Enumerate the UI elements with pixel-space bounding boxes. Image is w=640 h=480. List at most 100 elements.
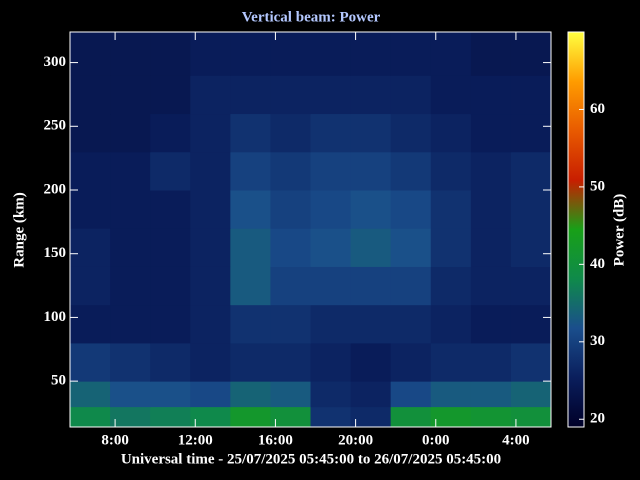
heatmap-cell — [510, 342, 552, 382]
chart-title: Vertical beam: Power — [242, 9, 381, 25]
heatmap-cell — [430, 228, 472, 267]
heatmap-cell — [470, 113, 512, 153]
heatmap-cell — [190, 151, 231, 191]
heatmap-cell — [390, 75, 432, 115]
heatmap-cell — [270, 190, 311, 229]
y-tick-label: 100 — [44, 309, 67, 325]
y-tick-label: 150 — [44, 245, 67, 261]
heatmap-cell — [310, 32, 352, 76]
heatmap-cell — [470, 228, 512, 267]
plot-frame — [69, 31, 552, 428]
x-axis-label: Universal time - 25/07/2025 05:45:00 to … — [121, 451, 501, 467]
heatmap-cell — [470, 151, 512, 191]
heatmap-cell — [150, 266, 191, 306]
y-tick-label: 200 — [44, 181, 67, 197]
heatmap-cell — [110, 381, 151, 408]
heatmap-cell — [230, 304, 271, 344]
heatmap-cell — [390, 32, 432, 76]
colorbar-tick-label: 30 — [590, 333, 605, 349]
heatmap-cell — [310, 304, 352, 344]
heatmap-cell — [70, 266, 111, 306]
heatmap-cell — [270, 228, 311, 267]
heatmap-cell — [230, 228, 271, 267]
heatmap-cell — [510, 266, 552, 306]
heatmap-cell — [510, 113, 552, 153]
heatmap-cell — [510, 304, 552, 344]
heatmap-cell — [510, 151, 552, 191]
heatmap-cell — [70, 342, 111, 382]
heatmap-cell — [270, 266, 311, 306]
heatmap-cell — [310, 381, 352, 408]
heatmap-cell — [470, 190, 512, 229]
heatmap-cell — [110, 151, 151, 191]
heatmap-cell — [310, 406, 352, 428]
heatmap-cell — [110, 32, 151, 76]
heatmap-cell — [190, 304, 231, 344]
x-tick-label: 20:00 — [338, 432, 373, 448]
heatmap-cell — [390, 228, 432, 267]
heatmap-cell — [110, 113, 151, 153]
heatmap-cell — [430, 190, 472, 229]
x-tick-label: 4:00 — [502, 432, 530, 448]
heatmap-cell — [70, 32, 111, 76]
heatmap-cell — [270, 304, 311, 344]
heatmap-cell — [430, 75, 472, 115]
heatmap-cell — [430, 381, 472, 408]
heatmap-cell — [150, 151, 191, 191]
heatmap-cell — [430, 32, 472, 76]
heatmap-cell — [350, 266, 392, 306]
colorbar-label: Power (dB) — [611, 194, 627, 267]
heatmap-cell — [350, 113, 392, 153]
heatmap-cell — [510, 228, 552, 267]
heatmap-cell — [390, 190, 432, 229]
heatmap-cell — [390, 266, 432, 306]
heatmap-cell — [350, 75, 392, 115]
heatmap-cell — [230, 75, 271, 115]
y-axis-label: Range (km) — [11, 192, 27, 267]
colorbar — [567, 31, 585, 428]
heatmap-cell — [190, 113, 231, 153]
heatmap-cell — [150, 75, 191, 115]
heatmap-cell — [230, 406, 271, 428]
heatmap-cell — [150, 190, 191, 229]
heatmap-cell — [510, 406, 552, 428]
heatmap-cell — [430, 406, 472, 428]
heatmap-cell — [190, 342, 231, 382]
colorbar-tick-label: 20 — [590, 411, 605, 427]
heatmap-cell — [110, 406, 151, 428]
heatmap-cell — [70, 406, 111, 428]
heatmap-cell — [150, 406, 191, 428]
y-tick-label: 250 — [44, 118, 67, 134]
heatmap-cell — [470, 381, 512, 408]
heatmap-cell — [510, 381, 552, 408]
heatmap-cell — [470, 32, 512, 76]
heatmap-cell — [70, 190, 111, 229]
heatmap-cell — [310, 228, 352, 267]
heatmap-cell — [190, 228, 231, 267]
heatmap-cell — [70, 381, 111, 408]
heatmap-cell — [150, 113, 191, 153]
heatmap-cell — [350, 151, 392, 191]
heatmap-cell — [70, 151, 111, 191]
heatmap-cell — [390, 381, 432, 408]
heatmap-cell — [350, 228, 392, 267]
heatmap-cell — [70, 228, 111, 267]
y-tick-label: 50 — [51, 373, 66, 389]
heatmap-cell — [110, 304, 151, 344]
heatmap-cell — [390, 113, 432, 153]
heatmap-cell — [70, 75, 111, 115]
heatmap-cell — [430, 342, 472, 382]
heatmap-cell — [230, 190, 271, 229]
heatmap-cell — [230, 32, 271, 76]
heatmap-cell — [150, 228, 191, 267]
heatmap-cell — [190, 266, 231, 306]
heatmap-cell — [150, 304, 191, 344]
heatmap-cell — [190, 32, 231, 76]
heatmap-cell — [110, 228, 151, 267]
heatmap-cell — [110, 190, 151, 229]
heatmap-cell — [110, 266, 151, 306]
x-tick-label: 16:00 — [258, 432, 293, 448]
heatmap-cell — [470, 266, 512, 306]
